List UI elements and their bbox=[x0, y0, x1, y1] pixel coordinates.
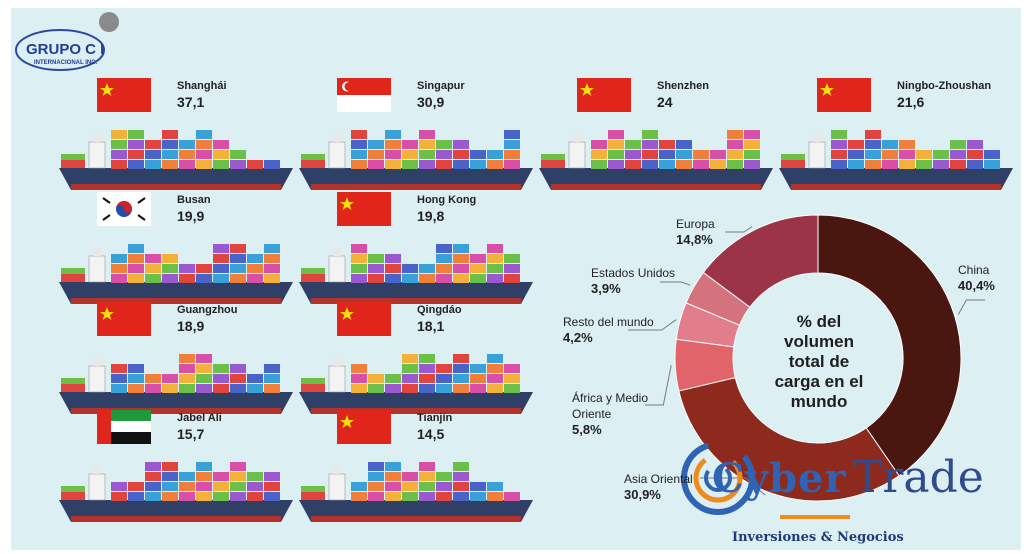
port-name: Jabel Ali bbox=[177, 412, 222, 424]
donut-slice bbox=[817, 214, 962, 477]
donut-slice bbox=[678, 376, 900, 502]
slice-label: China 40,4% bbox=[958, 262, 995, 294]
port-name: Guangzhou bbox=[177, 304, 238, 316]
port-name: Shenzhen bbox=[657, 80, 709, 92]
watermark-cyber: Cyber bbox=[712, 455, 847, 502]
port-name: Shanghái bbox=[177, 80, 227, 92]
slice-name: Asia Oriental bbox=[624, 472, 693, 486]
slice-label: África y Medio Oriente 5,8% bbox=[572, 390, 648, 438]
leader-line bbox=[957, 299, 985, 315]
donut-slice bbox=[702, 214, 819, 308]
slice-name: Oriente bbox=[572, 407, 612, 421]
port-card: Singapur 30,9 bbox=[297, 78, 537, 198]
port-value: 19,8 bbox=[417, 208, 445, 224]
slice-percent: 30,9% bbox=[624, 487, 661, 502]
grupo-ci-logo: GRUPO C I INTERNACIONAL INC. bbox=[15, 12, 119, 71]
slice-name: China bbox=[958, 263, 990, 277]
china-flag bbox=[337, 302, 391, 336]
cybertrade-swirl-icon bbox=[681, 441, 755, 515]
logo-bottom-text: INTERNACIONAL INC. bbox=[34, 60, 98, 66]
uae-flag bbox=[97, 410, 151, 444]
leader-line bbox=[628, 319, 677, 331]
china-flag bbox=[97, 302, 151, 336]
container-ship-icon bbox=[299, 354, 533, 414]
port-value: 30,9 bbox=[417, 94, 445, 110]
slice-label: Resto del mundo 4,2% bbox=[563, 314, 654, 346]
slice-percent: 3,9% bbox=[591, 281, 621, 296]
container-ship-icon bbox=[59, 462, 293, 522]
port-value: 21,6 bbox=[897, 94, 925, 110]
port-value: 15,7 bbox=[177, 426, 205, 442]
port-card: Hong Kong 19,8 bbox=[297, 192, 537, 312]
watermark-bar bbox=[780, 515, 850, 519]
china-flag bbox=[817, 78, 871, 112]
port-name: Qingdáo bbox=[417, 304, 462, 316]
port-card: Shenzhen 24 bbox=[537, 78, 777, 198]
port-name: Ningbo-Zhoushan bbox=[897, 80, 992, 92]
south-korea-flag bbox=[97, 192, 151, 226]
slice-name: Europa bbox=[676, 217, 715, 231]
slice-label: Europa 14,8% bbox=[676, 216, 715, 248]
container-ship-icon bbox=[299, 462, 533, 522]
port-card: Ningbo-Zhoushan 21,6 bbox=[777, 78, 1017, 198]
container-ship-icon bbox=[59, 244, 293, 304]
slice-label: Estados Unidos 3,9% bbox=[591, 265, 675, 297]
container-ship-icon bbox=[539, 130, 773, 190]
container-ship-icon bbox=[299, 130, 533, 190]
logo-top-text: GRUPO C I bbox=[26, 41, 104, 58]
port-card: Qingdáo 18,1 bbox=[297, 302, 537, 422]
container-ship-icon bbox=[299, 244, 533, 304]
port-value: 19,9 bbox=[177, 208, 205, 224]
slice-percent: 4,2% bbox=[563, 330, 593, 345]
slice-percent: 40,4% bbox=[958, 278, 995, 293]
port-name: Busan bbox=[177, 194, 211, 206]
leader-line bbox=[645, 365, 672, 406]
center-text-line: carga en el bbox=[774, 372, 864, 391]
port-name: Singapur bbox=[417, 80, 465, 92]
china-flag bbox=[97, 78, 151, 112]
port-name: Tianjín bbox=[417, 412, 453, 424]
leader-line bbox=[725, 226, 753, 233]
port-card: Tianjín 14,5 bbox=[297, 410, 537, 530]
port-card: Jabel Ali 15,7 bbox=[57, 410, 297, 530]
slice-name: África y Medio bbox=[572, 391, 649, 405]
port-card: Busan 19,9 bbox=[57, 192, 297, 312]
slice-label: Asia Oriental 30,9% bbox=[624, 471, 693, 503]
slice-name: Resto del mundo bbox=[563, 315, 654, 329]
china-flag bbox=[577, 78, 631, 112]
center-text-line: total de bbox=[788, 352, 850, 371]
leader-line bbox=[700, 477, 766, 496]
slice-percent: 14,8% bbox=[676, 232, 713, 247]
watermark-subtitle: Inversiones & Negocios bbox=[732, 530, 904, 545]
port-value: 18,9 bbox=[177, 318, 205, 334]
singapore-flag bbox=[337, 78, 391, 112]
center-text-line: mundo bbox=[790, 392, 848, 411]
center-text-line: % del bbox=[796, 312, 842, 331]
watermark-trade: Trade bbox=[853, 452, 984, 503]
slice-name: Estados Unidos bbox=[591, 266, 676, 280]
port-value: 14,5 bbox=[417, 426, 445, 442]
port-card: Guangzhou 18,9 bbox=[57, 302, 297, 422]
leader-line bbox=[660, 281, 691, 286]
port-value: 37,1 bbox=[177, 94, 205, 110]
container-ship-icon bbox=[779, 130, 1013, 190]
center-text-line: volumen bbox=[784, 332, 854, 351]
slice-percent: 5,8% bbox=[572, 422, 602, 437]
port-value: 24 bbox=[657, 94, 673, 110]
china-flag bbox=[337, 192, 391, 226]
container-ship-icon bbox=[59, 130, 293, 190]
port-value: 18,1 bbox=[417, 318, 445, 334]
container-ship-icon bbox=[59, 354, 293, 414]
china-flag bbox=[337, 410, 391, 444]
port-card: Shanghái 37,1 bbox=[57, 78, 297, 198]
port-name: Hong Kong bbox=[417, 194, 477, 206]
donut-center-text: % del volumen total de carga en el mundo bbox=[752, 312, 886, 412]
